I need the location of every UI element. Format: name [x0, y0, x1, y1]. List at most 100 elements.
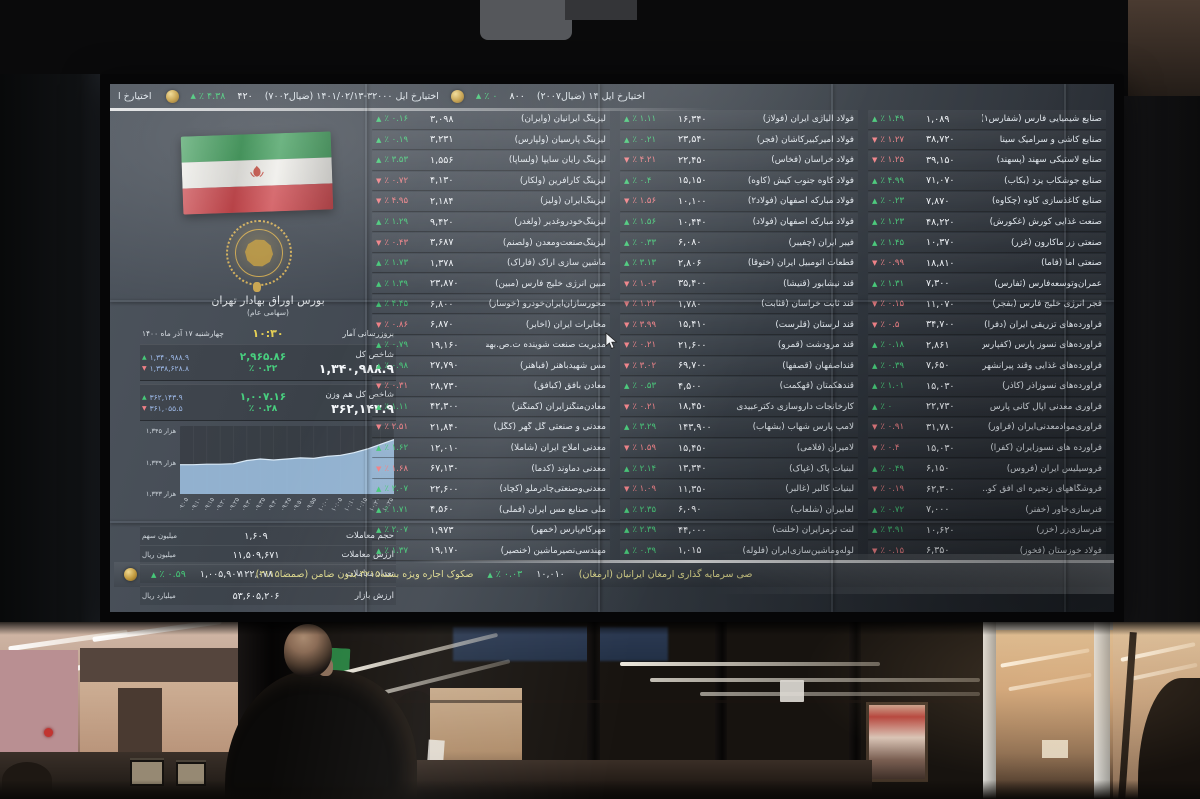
stock-row: ▲ ٪ ۰.۴ ۱۵,۱۵۰ فولاد کاوه جنوب کیش (کاوه) — [620, 171, 858, 192]
ticker-partial-label: اختیارخ ا — [118, 90, 152, 102]
stock-name: فرآوری‌مواد‌معدنی‌ایران (فرآور) — [987, 422, 1102, 433]
org-name: بورس اوراق بهادار تهران — [211, 294, 325, 307]
change-percent: ▼ ٪ ۱.۰۳ — [624, 278, 657, 289]
price: ۷,۰۰۰ — [926, 504, 950, 516]
stock-name: معدنی‌وصنعتی‌چادرملو (کچاد) — [499, 484, 606, 495]
stock-name: فرآورده‌های نسوزآذر (کاذر) — [1002, 381, 1102, 392]
price: ۳,۰۹۸ — [430, 113, 454, 125]
change-percent: ▼ ٪ ۳.۰۲ — [624, 360, 657, 371]
change-percent: ▲ ٪ ۱.۳۹ — [376, 278, 409, 289]
ticker-change: ▲ ٪ ۰.۵۹ — [151, 569, 186, 580]
stock-row: ▼ ٪ ۱.۰۹ ۱۱,۳۵۰ لبنیات کالبر (غالبر) — [620, 479, 858, 500]
stock-name: قند مرودشت (قمرو) — [777, 340, 854, 351]
stock-row: ▲ ٪ ۰.۷۲ ۷,۰۰۰ فنرسازی‌خاور (خفنر) — [868, 500, 1106, 520]
glass-mullion — [715, 622, 727, 799]
stock-row: ▼ ٪ ۰.۸۶ ۶,۸۷۰ مخابرات ایران (اخابر) — [372, 315, 610, 336]
stock-row: ▲ ٪ ۱.۱۱ ۴۲,۳۰۰ معادن‌منگنزایران (کمنگنز) — [372, 397, 610, 418]
price: ۶,۸۷۰ — [430, 319, 454, 331]
stock-name: قند نیشابور (قنیشا) — [783, 278, 854, 289]
index-low: ▼ ۱,۳۳۸,۶۲۸.۸ — [142, 363, 190, 373]
stock-row: ▼ ٪ ۰.۱۵ ۱۱,۰۷۰ فجر انرژی خلیج فارس (بفجر… — [868, 294, 1106, 315]
change-percent: ▼ ٪ ۰.۹۹ — [872, 258, 905, 269]
light-reflection — [620, 662, 880, 666]
light-reflection — [650, 678, 980, 682]
monitor-screen — [132, 762, 162, 784]
price: ۴,۵۰۰ — [678, 380, 702, 392]
price: ۱۵,۰۳۰ — [926, 380, 955, 392]
change-percent: ▼ ٪ ۰.۵ — [872, 319, 900, 330]
change-percent: ▲ ٪ ۰.۳۹ — [872, 360, 905, 371]
stock-name: صنایع شیمیایی فارس (شفارس۱) — [982, 114, 1102, 125]
price: ۶۹,۷۰۰ — [678, 360, 707, 372]
ticker-change: ▲ ٪ ۴.۳۸ — [190, 90, 226, 102]
price: ۴۲,۳۰۰ — [430, 401, 459, 413]
stock-name: لیزینگ‌صنعت‌ومعدن (ولصنم) — [502, 237, 606, 248]
stock-name: صنایع کاغذسازی کاوه (چکاوه) — [991, 196, 1102, 207]
price: ۶,۰۹۰ — [678, 504, 702, 516]
change-percent: ▲ ٪ ۰.۷۲ — [872, 504, 905, 515]
stock-name: لعابیران (شلعاب) — [790, 504, 854, 515]
stock-row: ▲ ٪ ۰.۳۹ ۱,۰۱۵ لوله‌وماشین‌سازی‌ایران (فل… — [620, 541, 858, 562]
stock-row: ▲ ٪ ۱.۵۶ ۱۰,۴۴۰ فولاد مبارکه اصفهان (فولا… — [620, 212, 858, 233]
board-top-ticker: اختیارخ ا ▲ ٪ ۴.۳۸ ۴۲۰ اختیارخ ایل ۳۲۰۰۰-… — [110, 84, 1114, 108]
stock-row: ▲ ٪ ۱.۳۹ ۲۳,۸۷۰ مبین انرژی خلیج فارس (مبی… — [372, 274, 610, 294]
stock-name: مهندسی‌نصیرماشین (خنصیر) — [500, 545, 606, 556]
stock-row: ▲ ٪ ۰.۳۹ ۷,۶۵۰ فرآورده‌های غذایی وقند پیر… — [868, 356, 1106, 377]
change-percent: ▲ ٪ ۳.۹۱ — [872, 525, 905, 536]
price: ۱,۳۷۸ — [430, 257, 454, 269]
dark-wall-left — [0, 74, 100, 622]
glass-door — [983, 622, 1113, 799]
panel-seam — [831, 84, 833, 612]
stock-row: ▲ ٪ ۱.۷۳ ۱,۳۷۸ ماشین سازی اراک (فاراک) — [372, 253, 610, 274]
change-percent: ▲ ٪ ۳.۱۳ — [624, 258, 657, 269]
change-percent: ▲ ٪ ۰.۱۶ — [376, 114, 409, 125]
index-rows: ▲ ۱,۳۴۰,۹۸۸.۹ ▼ ۱,۳۳۸,۶۲۸.۸ ۲,۹۶۵.۸۶ ٪ ۰.۲… — [140, 344, 396, 424]
date-row: چهارشنبه ۱۷ آذر ماه ۱۴۰۰ ۱۰:۳۰ بروزرسانی… — [142, 326, 394, 341]
stock-name: فرآوری معدنی اپال کانی پارس — [989, 401, 1102, 412]
board-left-panel: بورس اوراق بهادار تهران (سهامی عام) چهار… — [140, 110, 396, 605]
price: ۷۱,۰۷۰ — [926, 175, 955, 187]
price: ۲۱,۸۴۰ — [430, 421, 459, 433]
change-percent: ▼ ٪ ۰.۳۱ — [376, 381, 409, 392]
change-percent: ▲ ٪ ۰.۴۹ — [872, 463, 905, 474]
glare-line — [110, 108, 713, 111]
stock-row: ▲ ٪ ۳.۵۳ ۱,۵۵۶ لیزینگ رایان سایپا (ولساپا… — [372, 151, 610, 171]
price: ۲۱,۶۰۰ — [678, 339, 707, 351]
price: ۳۹,۱۵۰ — [926, 154, 955, 166]
change-percent: ▲ ٪ ۱.۶۲ — [376, 443, 409, 454]
stock-row: ▲ ٪ ۰ ۲۲,۷۳۰ فرآوری معدنی اپال کانی پارس — [868, 397, 1106, 418]
price: ۱۹,۱۷۰ — [430, 545, 459, 557]
price: ۱۴۳,۹۰۰ — [678, 421, 712, 433]
stock-name: فولاد کاوه جنوب کیش (کاوه) — [747, 175, 854, 186]
stock-row: ▲ ٪ ۰.۵۳ ۴,۵۰۰ قندهکمتان (قهکمت) — [620, 377, 858, 397]
price: ۱,۷۸۰ — [678, 298, 702, 310]
index-high: ▲ ۳۶۲,۱۴۳.۹ — [142, 392, 183, 402]
stock-name: فرآورده‌های تزریقی ایران (دفرا) — [984, 319, 1102, 330]
price: ۱۵,۰۳۰ — [926, 442, 955, 454]
chart-ytick: ۱,۳۴۵ هزار — [145, 427, 176, 435]
index-label-block: شاخص کل ۱,۳۴۰,۹۸۸.۹ — [308, 350, 394, 376]
stock-name: قندهکمتان (قهکمت) — [779, 381, 854, 392]
price: ۲۲,۶۰۰ — [430, 483, 459, 495]
change-percent: ▼ ٪ ۱.۰۹ — [624, 484, 657, 495]
stat-label: تعداد معاملات — [306, 569, 394, 579]
stock-row: ▲ ٪ ۱.۱۱ ۱۶,۳۴۰ فولاد آلیاژی ایران (فولاژ… — [620, 110, 858, 130]
stock-name: فولاد امیرکبیرکاشان (فجر) — [756, 134, 854, 145]
flag-wave-shading — [180, 131, 334, 215]
price: ۴۴,۰۰۰ — [678, 524, 707, 536]
stock-row: ▼ ٪ ۱.۵۹ ۱۵,۴۵۰ لامیران (فلامی) — [620, 438, 858, 459]
change-percent: ▲ ٪ ۱.۱۱ — [376, 401, 409, 412]
stock-name: فولاد مبارکه اصفهان (فولاد) — [752, 217, 854, 227]
stock-name: قند ثابت خراسان (قثابت) — [761, 299, 854, 310]
stock-name: ملی صنایع مس ایران (فملی) — [498, 504, 606, 515]
stock-row: ▼ ٪ ۱.۵۶ ۱۰,۱۰۰ فولاد مبارکه اصفهان (فولا… — [620, 192, 858, 212]
ceiling-structure — [565, 0, 637, 20]
change-percent: ▼ ٪ ۰.۴۳ — [376, 237, 409, 248]
stock-row: ▼ ٪ ۰.۳۱ ۲۸,۷۳۰ معادن بافق (کبافق) — [372, 377, 610, 397]
price: ۱,۹۷۳ — [430, 524, 454, 536]
index-change-pct: ٪ ۰.۲۸ — [248, 404, 278, 414]
stock-name: صنایع کاشی و سرامیک سینا — [999, 134, 1102, 145]
price: ۴,۵۶۰ — [430, 504, 454, 516]
stat-value: ۱,۶۰۹ — [244, 530, 268, 542]
